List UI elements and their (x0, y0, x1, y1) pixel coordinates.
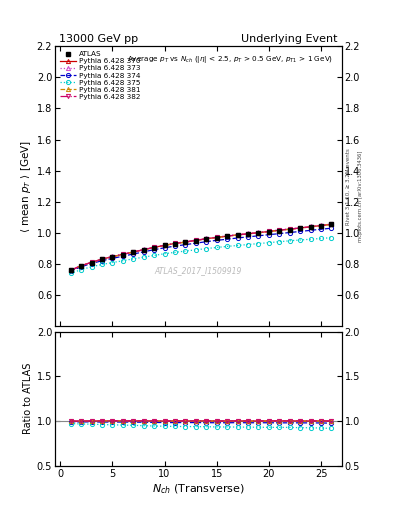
X-axis label: $N_{ch}$ (Transverse): $N_{ch}$ (Transverse) (152, 483, 245, 497)
Text: Underlying Event: Underlying Event (241, 33, 338, 44)
Text: 13000 GeV pp: 13000 GeV pp (59, 33, 138, 44)
Legend: ATLAS, Pythia 6.428 370, Pythia 6.428 373, Pythia 6.428 374, Pythia 6.428 375, P: ATLAS, Pythia 6.428 370, Pythia 6.428 37… (59, 50, 142, 101)
Y-axis label: ⟨ mean $p_T$ ⟩ [GeV]: ⟨ mean $p_T$ ⟩ [GeV] (18, 140, 33, 232)
Text: mcplots.cern.ch [arXiv:1306.3436]: mcplots.cern.ch [arXiv:1306.3436] (358, 151, 363, 242)
Text: Rivet 3.1.10, ≥ 3.2M events: Rivet 3.1.10, ≥ 3.2M events (346, 148, 351, 225)
Y-axis label: Ratio to ATLAS: Ratio to ATLAS (23, 363, 33, 435)
Text: ATLAS_2017_I1509919: ATLAS_2017_I1509919 (155, 266, 242, 275)
Text: Average $p_T$ vs $N_{ch}$ ($|\eta|$ < 2.5, $p_T$ > 0.5 GeV, $p_{T1}$ > 1 GeV): Average $p_T$ vs $N_{ch}$ ($|\eta|$ < 2.… (127, 54, 333, 66)
